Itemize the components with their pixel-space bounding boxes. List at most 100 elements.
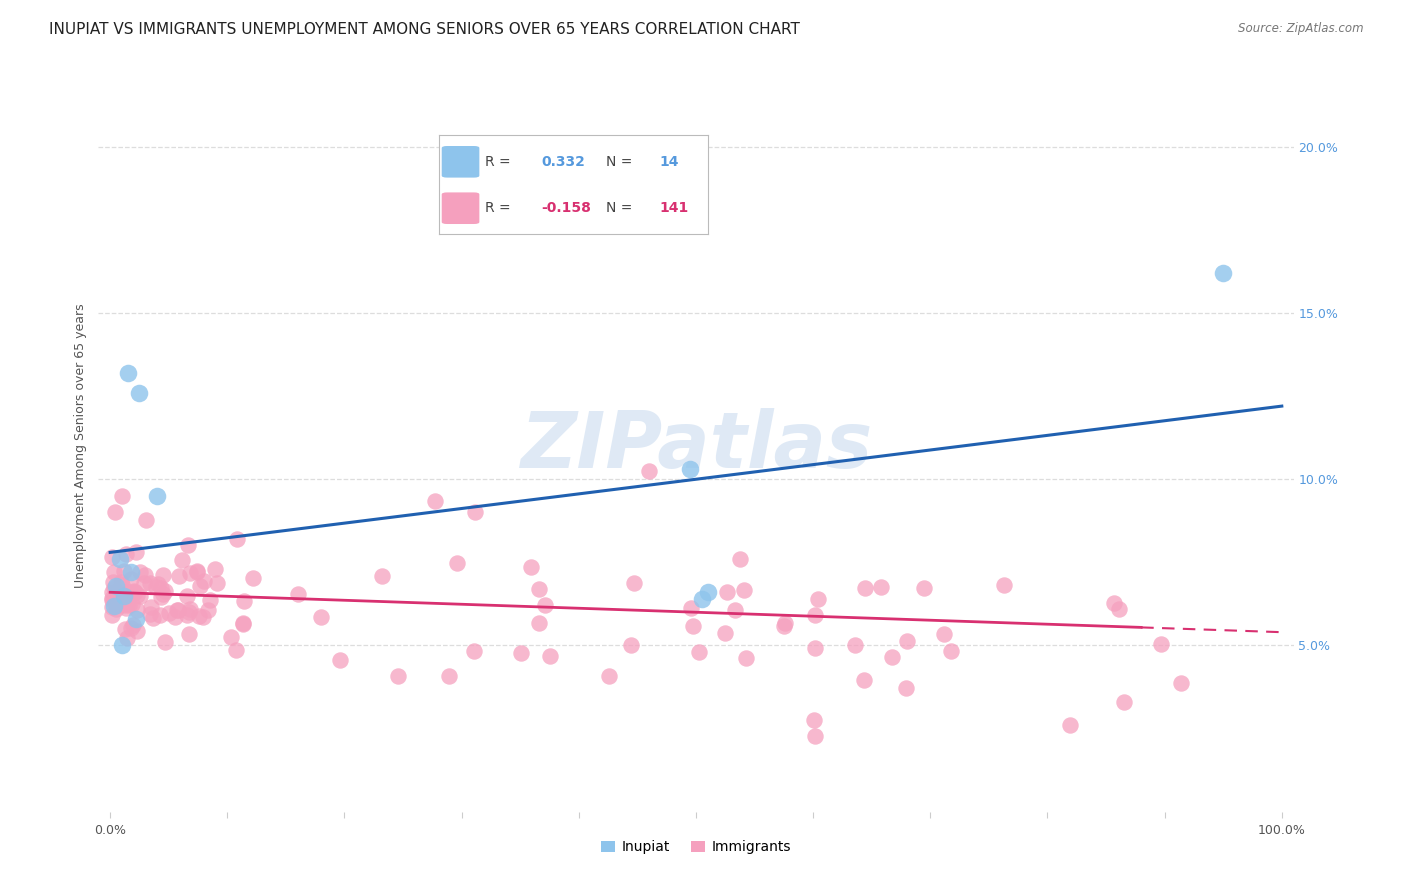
Point — [853, 673, 876, 688]
Point — [111, 591, 134, 605]
Point — [177, 627, 200, 641]
Point — [1108, 602, 1130, 616]
Point — [110, 589, 132, 603]
Point — [519, 560, 541, 574]
Point — [204, 562, 226, 576]
Point — [115, 631, 138, 645]
Point — [623, 576, 645, 591]
Point — [439, 669, 461, 683]
Point — [186, 564, 208, 578]
Point — [724, 603, 747, 617]
Point — [125, 612, 148, 626]
Point — [540, 648, 562, 663]
Point — [803, 714, 825, 728]
Point — [423, 494, 446, 508]
Point — [145, 580, 167, 594]
Point — [103, 599, 125, 613]
Point — [122, 584, 145, 599]
Point — [198, 593, 221, 607]
Point — [111, 578, 134, 592]
Point — [1112, 695, 1135, 709]
Point — [117, 366, 139, 380]
Point — [101, 592, 124, 607]
Point — [101, 591, 124, 606]
Point — [103, 566, 125, 580]
Point — [152, 567, 174, 582]
Point — [120, 573, 142, 587]
Point — [226, 533, 249, 547]
Point — [118, 598, 141, 612]
Point — [1150, 637, 1173, 651]
Point — [114, 623, 136, 637]
Point — [176, 608, 198, 623]
Text: Source: ZipAtlas.com: Source: ZipAtlas.com — [1239, 22, 1364, 36]
Point — [122, 617, 145, 632]
Point — [122, 585, 145, 599]
Point — [108, 552, 131, 566]
Point — [371, 569, 394, 583]
Point — [894, 681, 917, 695]
Point — [309, 609, 332, 624]
Point — [122, 584, 145, 599]
Point — [941, 644, 963, 658]
Point — [163, 610, 186, 624]
Point — [1059, 718, 1081, 732]
Point — [197, 603, 219, 617]
Point — [804, 729, 827, 743]
Point — [804, 640, 827, 655]
Point — [125, 624, 148, 638]
Point — [146, 576, 169, 591]
Point — [287, 587, 309, 601]
Point — [882, 650, 904, 665]
Point — [232, 617, 254, 632]
Point — [120, 566, 142, 580]
Point — [716, 585, 738, 599]
Point — [117, 585, 139, 599]
Point — [128, 565, 150, 579]
Point — [155, 584, 177, 599]
Y-axis label: Unemployment Among Seniors over 65 years: Unemployment Among Seniors over 65 years — [75, 303, 87, 589]
Point — [527, 582, 550, 596]
Point — [896, 633, 918, 648]
Point — [172, 553, 194, 567]
Point — [149, 590, 172, 604]
Point — [734, 583, 756, 598]
Point — [114, 600, 136, 615]
Text: INUPIAT VS IMMIGRANTS UNEMPLOYMENT AMONG SENIORS OVER 65 YEARS CORRELATION CHART: INUPIAT VS IMMIGRANTS UNEMPLOYMENT AMONG… — [49, 22, 800, 37]
Point — [638, 464, 661, 478]
Point — [773, 619, 796, 633]
Point — [167, 603, 190, 617]
Point — [125, 544, 148, 558]
Point — [193, 574, 215, 588]
Point — [188, 609, 211, 624]
Point — [112, 565, 135, 579]
Point — [135, 513, 157, 527]
Point — [242, 571, 264, 585]
Point — [205, 576, 228, 591]
Point — [139, 607, 162, 622]
Text: ZIPatlas: ZIPatlas — [520, 408, 872, 484]
Point — [714, 625, 737, 640]
Point — [934, 627, 956, 641]
Point — [688, 645, 710, 659]
Point — [696, 585, 718, 599]
Point — [111, 639, 134, 653]
Point — [464, 505, 486, 519]
Legend: Inupiat, Immigrants: Inupiat, Immigrants — [595, 835, 797, 860]
Point — [329, 653, 352, 667]
Point — [231, 615, 253, 630]
Point — [128, 385, 150, 400]
Point — [142, 611, 165, 625]
Point — [233, 594, 256, 608]
Point — [529, 615, 551, 630]
Point — [188, 579, 211, 593]
Point — [149, 608, 172, 623]
Point — [446, 556, 468, 570]
Point — [114, 598, 136, 612]
Point — [115, 547, 138, 561]
Point — [679, 600, 702, 615]
Point — [128, 589, 150, 603]
Point — [149, 581, 172, 595]
Point — [533, 599, 555, 613]
Point — [105, 579, 128, 593]
